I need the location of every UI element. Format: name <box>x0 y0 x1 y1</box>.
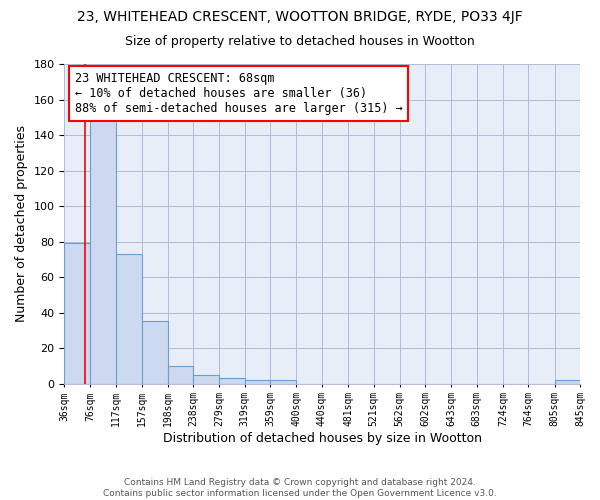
Bar <box>116 254 142 384</box>
Bar <box>554 380 580 384</box>
Text: 23 WHITEHEAD CRESCENT: 68sqm
← 10% of detached houses are smaller (36)
88% of se: 23 WHITEHEAD CRESCENT: 68sqm ← 10% of de… <box>75 72 403 115</box>
Bar <box>90 114 116 384</box>
Y-axis label: Number of detached properties: Number of detached properties <box>15 126 28 322</box>
Bar <box>219 378 245 384</box>
Bar <box>193 374 219 384</box>
Text: Contains HM Land Registry data © Crown copyright and database right 2024.
Contai: Contains HM Land Registry data © Crown c… <box>103 478 497 498</box>
Text: 23, WHITEHEAD CRESCENT, WOOTTON BRIDGE, RYDE, PO33 4JF: 23, WHITEHEAD CRESCENT, WOOTTON BRIDGE, … <box>77 10 523 24</box>
Bar <box>270 380 296 384</box>
Bar <box>142 322 167 384</box>
Text: Size of property relative to detached houses in Wootton: Size of property relative to detached ho… <box>125 35 475 48</box>
Bar <box>245 380 270 384</box>
Bar <box>64 244 90 384</box>
X-axis label: Distribution of detached houses by size in Wootton: Distribution of detached houses by size … <box>163 432 482 445</box>
Bar <box>167 366 193 384</box>
